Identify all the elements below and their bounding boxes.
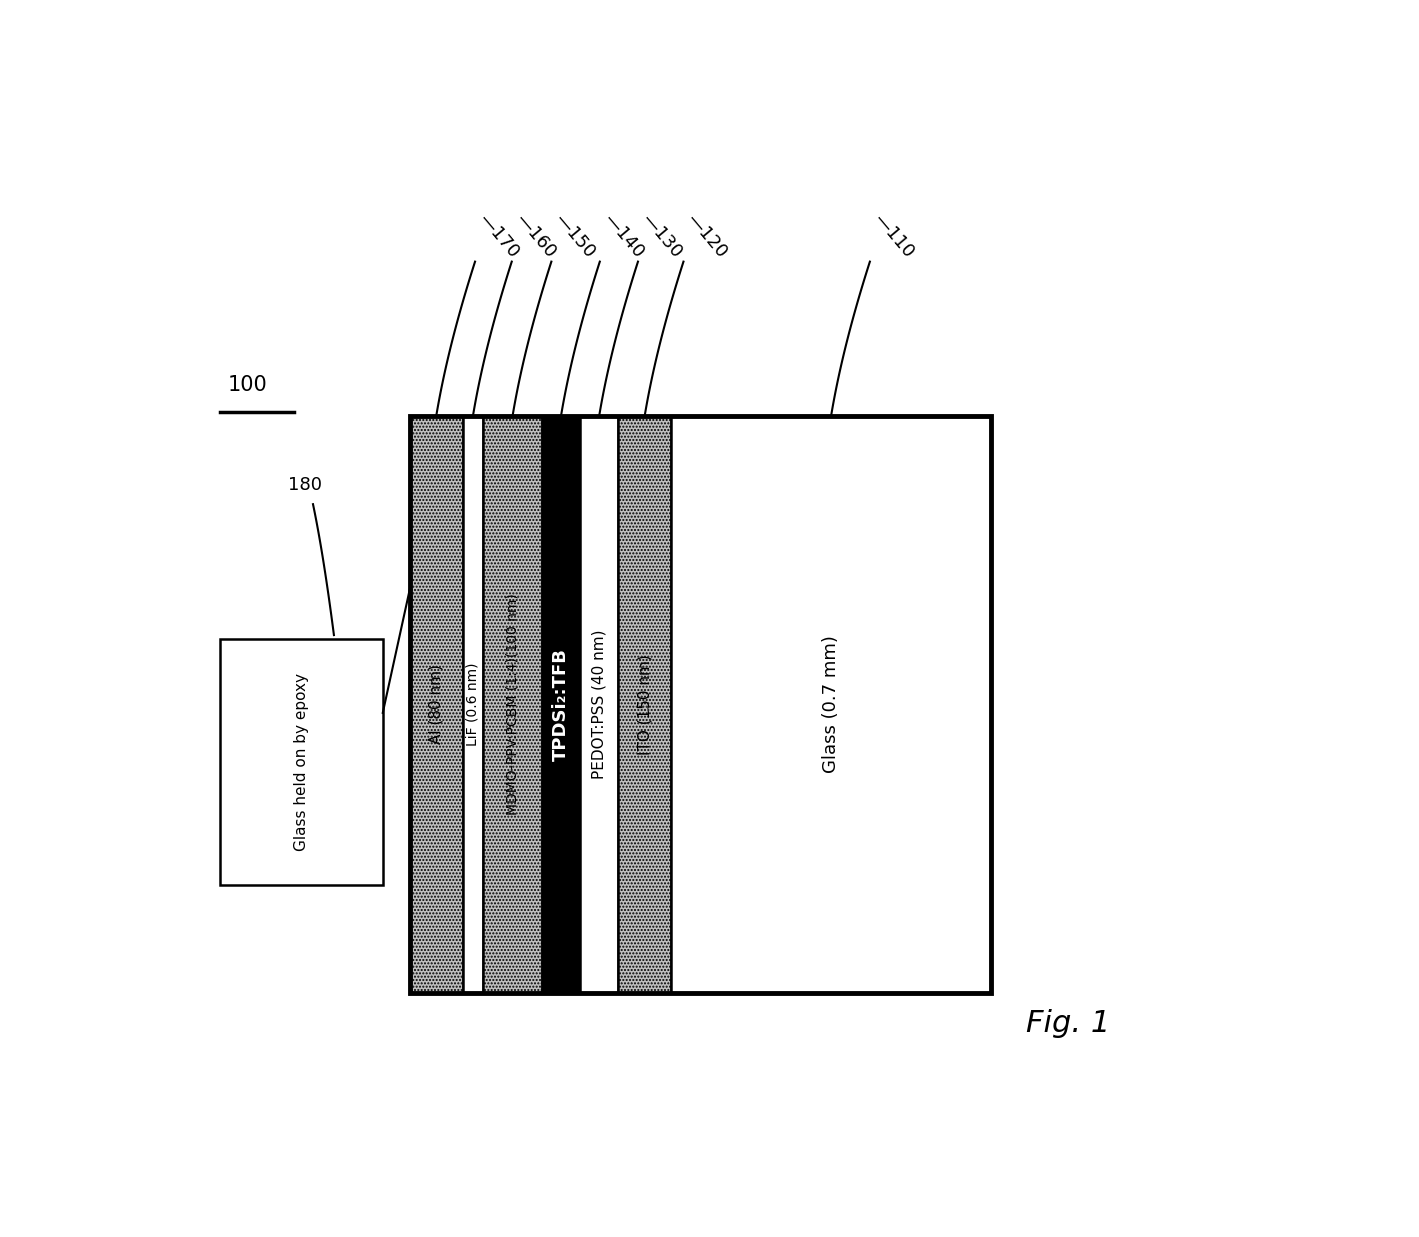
- Text: 180: 180: [288, 476, 322, 494]
- Bar: [410, 416, 990, 993]
- Bar: [410, 416, 463, 993]
- Text: —170: —170: [475, 210, 522, 262]
- Bar: [619, 416, 671, 993]
- Bar: [484, 416, 542, 993]
- Text: —150: —150: [552, 210, 599, 262]
- Bar: [580, 416, 619, 993]
- Text: —110: —110: [870, 210, 917, 262]
- Bar: [463, 416, 484, 993]
- Text: PEDOT:PSS (40 nm): PEDOT:PSS (40 nm): [592, 630, 607, 779]
- Text: ITO (150 nm): ITO (150 nm): [637, 654, 653, 755]
- Text: TPDSi₂:TFB: TPDSi₂:TFB: [552, 648, 570, 761]
- Bar: [220, 640, 383, 886]
- Text: Glass held on by epoxy: Glass held on by epoxy: [294, 673, 309, 851]
- Text: LiF (0.6 nm): LiF (0.6 nm): [465, 663, 480, 746]
- Text: Al (80 nm): Al (80 nm): [429, 664, 444, 745]
- Text: 100: 100: [227, 375, 267, 395]
- Text: —120: —120: [684, 210, 731, 262]
- Bar: [542, 416, 580, 993]
- Text: Fig. 1: Fig. 1: [1026, 1009, 1111, 1038]
- Text: —160: —160: [512, 210, 559, 262]
- Bar: [671, 416, 990, 993]
- Text: —130: —130: [639, 210, 685, 262]
- Text: Glass (0.7 mm): Glass (0.7 mm): [822, 636, 840, 773]
- Text: MDMO-PPV:PCBM (1:4)(100 nm): MDMO-PPV:PCBM (1:4)(100 nm): [505, 594, 519, 815]
- Text: —140: —140: [600, 210, 647, 262]
